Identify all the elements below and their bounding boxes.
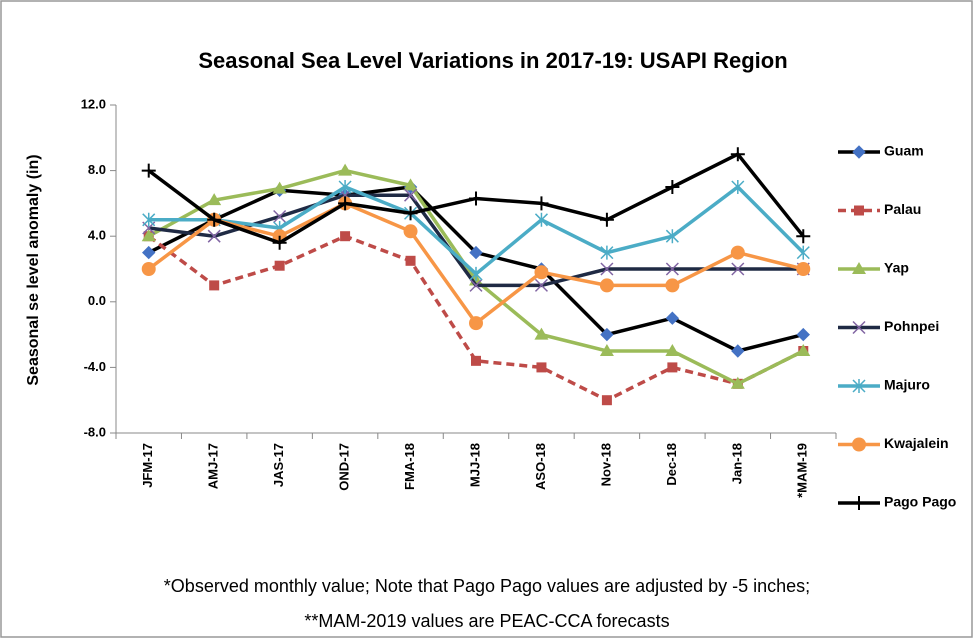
y-tick-label: 12.0 — [81, 96, 106, 111]
y-tick-label: 4.0 — [88, 228, 106, 243]
point — [665, 278, 680, 293]
point — [469, 266, 483, 281]
point — [273, 209, 287, 224]
point — [142, 212, 156, 227]
y-tick-label: -4.0 — [84, 359, 106, 374]
point — [731, 180, 745, 194]
chart-title: Seasonal Sea Level Variations in 2017-19… — [198, 48, 787, 73]
point — [796, 229, 811, 244]
x-tick-label: *MAM-19 — [795, 443, 810, 498]
point — [796, 245, 810, 260]
point — [141, 163, 156, 178]
x-tick-label: Jan-18 — [729, 443, 744, 484]
x-tick-label: MJJ-18 — [467, 443, 482, 487]
point — [534, 327, 549, 340]
point — [665, 311, 680, 325]
legend-label: Pohnpei — [884, 318, 939, 334]
point — [599, 278, 614, 293]
legend-label: Palau — [884, 201, 921, 217]
point — [796, 344, 811, 356]
point — [665, 344, 680, 356]
point — [340, 231, 351, 242]
point — [599, 212, 614, 227]
legend-label: Yap — [884, 260, 909, 276]
point — [731, 344, 745, 358]
point — [403, 178, 418, 191]
point — [405, 255, 416, 266]
point — [536, 362, 547, 373]
x-tick-label: JAS-17 — [271, 443, 286, 487]
legend-label: Guam — [884, 143, 924, 159]
point — [601, 395, 612, 406]
point — [665, 229, 679, 244]
point — [796, 262, 811, 276]
footnote: *Observed monthly value; Note that Pago … — [164, 576, 810, 596]
point — [469, 245, 483, 260]
point — [534, 212, 548, 227]
point — [272, 235, 287, 250]
point — [272, 181, 287, 194]
x-tick-label: Nov-18 — [598, 443, 613, 486]
point — [796, 327, 810, 342]
point — [207, 193, 222, 206]
point — [338, 180, 352, 194]
point — [730, 376, 745, 389]
legend-label: Pago Pago — [884, 494, 956, 510]
x-tick-label: Dec-18 — [664, 443, 679, 486]
point — [403, 224, 418, 239]
point — [338, 163, 353, 176]
point — [730, 147, 745, 162]
point — [731, 262, 745, 276]
legend-marker — [852, 145, 866, 159]
x-tick-label: ASO-18 — [533, 443, 548, 490]
legend-marker — [852, 437, 866, 452]
point — [207, 212, 222, 227]
point — [142, 245, 156, 260]
point — [730, 245, 745, 260]
legend-marker — [854, 205, 864, 216]
series — [141, 147, 811, 250]
point — [469, 278, 483, 292]
point — [469, 316, 483, 331]
y-tick-label: 0.0 — [88, 293, 106, 308]
point — [469, 191, 483, 206]
legend-label: Majuro — [884, 377, 930, 393]
point — [274, 260, 285, 271]
point — [141, 262, 156, 276]
legend-marker — [852, 496, 866, 510]
legend-marker — [852, 320, 866, 335]
point — [599, 344, 614, 356]
x-tick-label: JFM-17 — [140, 443, 155, 488]
legend-marker — [852, 379, 866, 393]
x-tick-label: OND-17 — [337, 443, 352, 491]
point — [665, 180, 680, 194]
point — [404, 188, 418, 202]
point — [600, 327, 614, 342]
point — [471, 355, 481, 366]
point — [534, 196, 549, 211]
point — [403, 206, 418, 221]
point — [600, 262, 614, 276]
legend-marker — [852, 262, 866, 274]
point — [665, 262, 679, 276]
legend-label: Kwajalein — [884, 435, 949, 451]
y-tick-label: -8.0 — [84, 424, 106, 439]
point — [207, 229, 221, 243]
point — [141, 229, 156, 242]
y-axis-title: Seasonal se level anomaly (in) — [25, 154, 42, 385]
point — [600, 245, 614, 260]
point — [667, 362, 678, 373]
point — [209, 280, 220, 291]
y-tick-label: 8.0 — [88, 162, 106, 177]
footnote: **MAM-2019 values are PEAC-CCA forecasts — [304, 611, 669, 631]
point — [534, 265, 549, 280]
x-tick-label: AMJ-17 — [206, 443, 221, 489]
x-tick-label: FMA-18 — [402, 443, 417, 490]
point — [534, 278, 548, 292]
point — [338, 196, 353, 211]
